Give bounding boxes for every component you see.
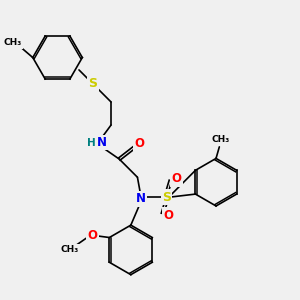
Text: S: S [162, 190, 171, 204]
Text: N: N [97, 136, 107, 149]
Text: CH₃: CH₃ [212, 135, 230, 144]
Text: S: S [88, 77, 98, 90]
Text: O: O [171, 172, 182, 185]
Text: O: O [134, 137, 144, 150]
Text: CH₃: CH₃ [4, 38, 22, 47]
Text: O: O [164, 209, 173, 222]
Text: O: O [88, 230, 98, 242]
Text: N: N [136, 192, 146, 205]
Text: CH₃: CH₃ [61, 245, 79, 254]
Text: H: H [88, 138, 96, 148]
